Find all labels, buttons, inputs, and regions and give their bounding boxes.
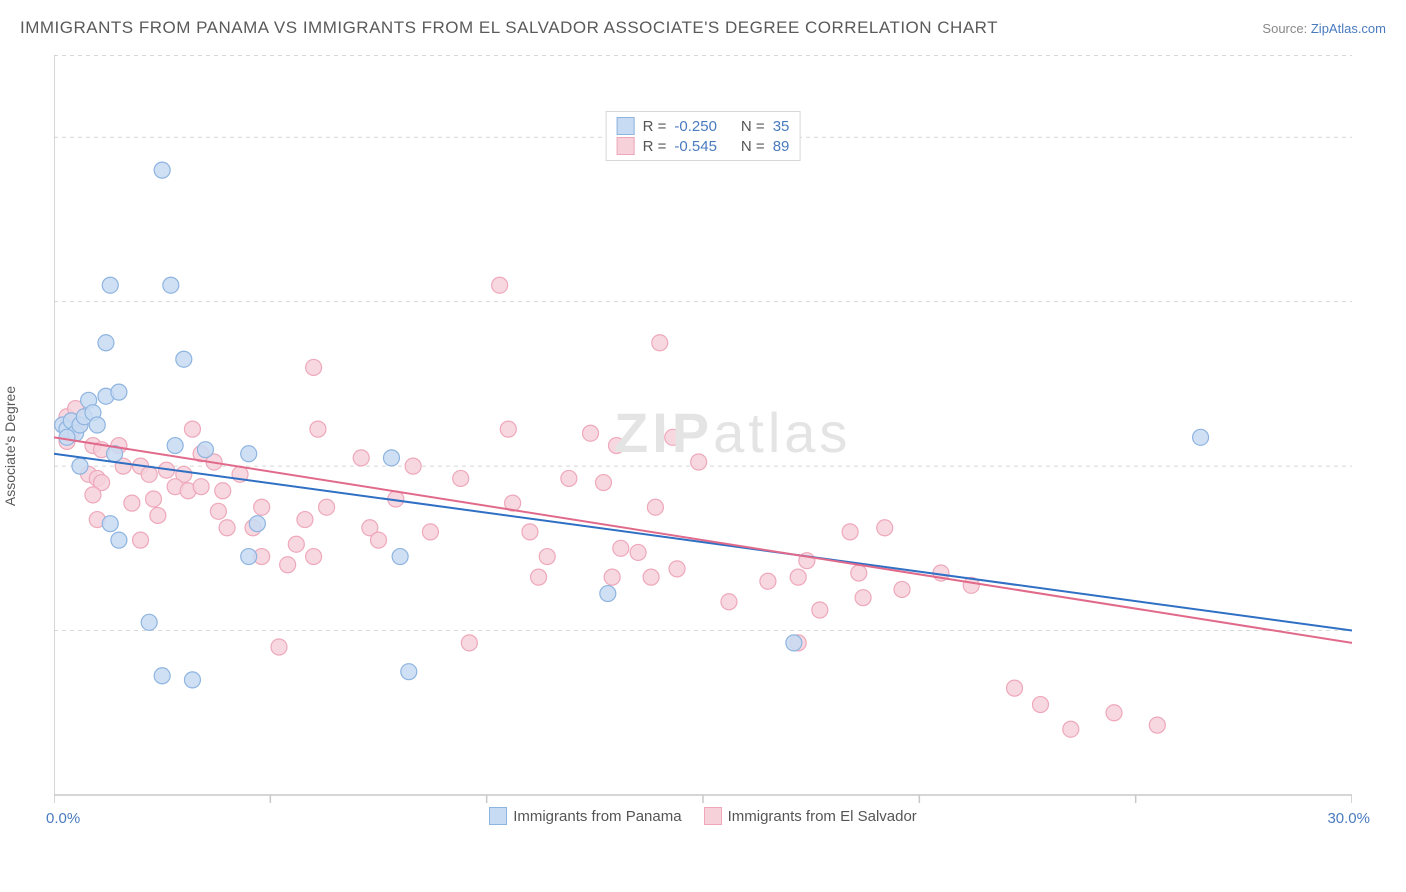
legend-label: Immigrants from El Salvador [728, 808, 917, 825]
swatch-icon [704, 807, 722, 825]
legend-n-value: 35 [773, 118, 790, 135]
correlation-legend: R = -0.250 N = 35 R = -0.545 N = 89 [606, 111, 801, 161]
legend-r-label: R = [643, 138, 667, 155]
legend-r-value: -0.545 [674, 138, 717, 155]
source-attribution: Source: ZipAtlas.com [1262, 21, 1386, 36]
legend-r-label: R = [643, 118, 667, 135]
series-legend: Immigrants from Panama Immigrants from E… [54, 807, 1352, 825]
legend-n-label: N = [741, 118, 765, 135]
legend-n-label: N = [741, 138, 765, 155]
chart-area: 20.0%40.0%60.0%80.0% ZIPatlas R = -0.250… [54, 55, 1352, 825]
swatch-icon [489, 807, 507, 825]
source-label: Source: [1262, 21, 1307, 36]
chart-svg: 20.0%40.0%60.0%80.0% [54, 55, 1352, 825]
legend-item: Immigrants from Panama [489, 807, 681, 825]
legend-row: R = -0.250 N = 35 [617, 116, 790, 136]
y-axis-label: Associate's Degree [2, 386, 18, 506]
legend-row: R = -0.545 N = 89 [617, 136, 790, 156]
legend-r-value: -0.250 [674, 118, 717, 135]
source-link[interactable]: ZipAtlas.com [1311, 21, 1386, 36]
title-bar: IMMIGRANTS FROM PANAMA VS IMMIGRANTS FRO… [20, 18, 1386, 38]
chart-title: IMMIGRANTS FROM PANAMA VS IMMIGRANTS FRO… [20, 18, 998, 38]
legend-item: Immigrants from El Salvador [704, 807, 917, 825]
legend-n-value: 89 [773, 138, 790, 155]
swatch-icon [617, 137, 635, 155]
swatch-icon [617, 117, 635, 135]
legend-label: Immigrants from Panama [513, 808, 681, 825]
